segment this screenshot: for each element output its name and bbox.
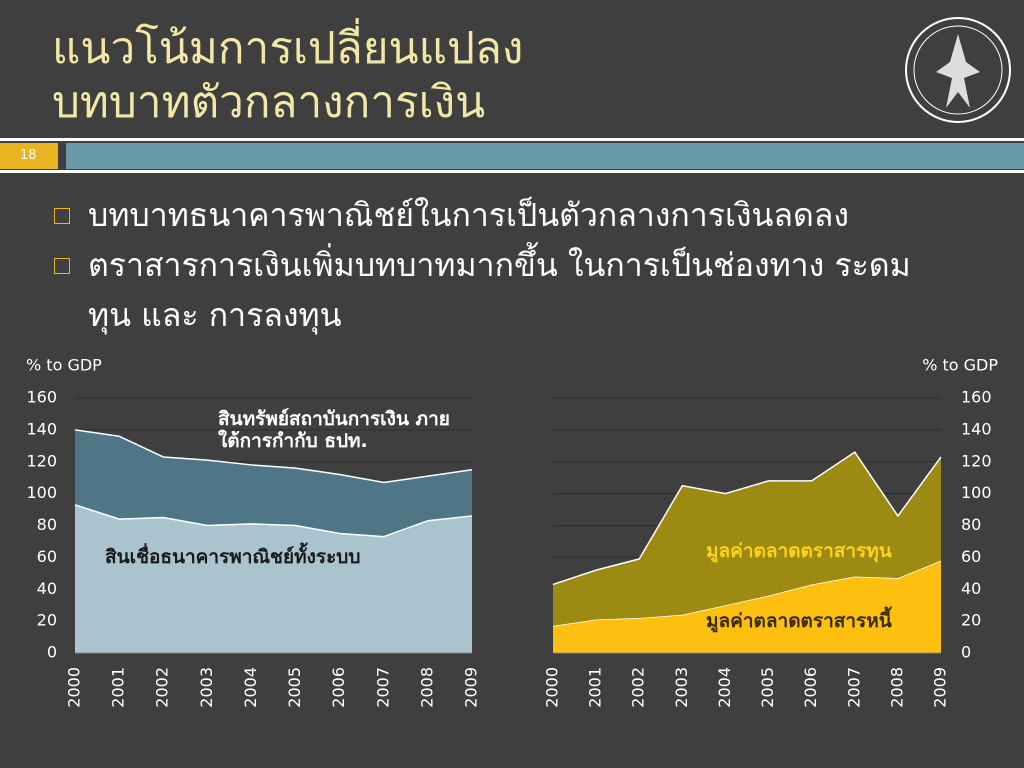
title-line: แนวโน้มการเปลี่ยนแปลง bbox=[52, 23, 524, 74]
rule bbox=[0, 170, 1024, 173]
area bbox=[553, 560, 941, 653]
y-tick-label: 20 bbox=[961, 611, 981, 630]
y-tick-label: 60 bbox=[961, 547, 981, 566]
title-line: บทบาทตัวกลางการเงิน bbox=[52, 77, 486, 128]
logo bbox=[905, 17, 1011, 123]
x-tick-label: 2009 bbox=[931, 667, 950, 708]
y-tick-label: 60 bbox=[37, 547, 57, 566]
x-tick-label: 2006 bbox=[329, 667, 348, 708]
y-tick-label: 140 bbox=[961, 419, 992, 438]
x-tick-label: 2004 bbox=[241, 667, 260, 708]
y-tick-label: 100 bbox=[26, 483, 57, 502]
area-edge bbox=[74, 504, 473, 538]
bullet: ตราสารการเงินเพิ่มบทบาทมากขึ้น ในการเป็น… bbox=[50, 240, 930, 340]
y-tick-label: 20 bbox=[37, 611, 57, 630]
x-tick-label: 2001 bbox=[586, 667, 605, 708]
y-axis-label: % to GDP bbox=[922, 356, 998, 375]
x-tick-label: 2001 bbox=[109, 667, 128, 708]
y-tick-label: 120 bbox=[26, 451, 57, 470]
bullet: บทบาทธนาคารพาณิชย์ในการเป็นตัวกลางการเงิ… bbox=[50, 190, 930, 240]
x-tick-label: 2006 bbox=[801, 667, 820, 708]
series-label: สินทรัพย์สถาบันการเงิน ภายใต้การกำกับ ธป… bbox=[218, 408, 450, 452]
y-tick-label: 80 bbox=[961, 515, 981, 534]
area bbox=[75, 504, 472, 653]
y-tick-label: 160 bbox=[961, 388, 992, 407]
slide-number: 18 bbox=[0, 143, 58, 169]
y-tick-label: 0 bbox=[961, 643, 971, 662]
y-tick-label: 0 bbox=[47, 643, 57, 662]
y-tick-label: 80 bbox=[37, 515, 57, 534]
x-tick-label: 2002 bbox=[629, 667, 648, 708]
area-edge bbox=[552, 451, 942, 586]
x-tick-label: 2008 bbox=[417, 667, 436, 708]
x-tick-label: 2004 bbox=[715, 667, 734, 708]
y-tick-label: 40 bbox=[37, 579, 57, 598]
x-tick-label: 2003 bbox=[197, 667, 216, 708]
y-tick-label: 120 bbox=[961, 451, 992, 470]
x-tick-label: 2003 bbox=[672, 667, 691, 708]
bullet-list: บทบาทธนาคารพาณิชย์ในการเป็นตัวกลางการเงิ… bbox=[50, 190, 930, 340]
header-bar bbox=[66, 143, 1024, 169]
area-edge bbox=[74, 429, 473, 484]
x-tick-label: 2002 bbox=[153, 667, 172, 708]
slide-title: แนวโน้มการเปลี่ยนแปลง บทบาทตัวกลางการเงิ… bbox=[52, 22, 523, 130]
series-label: มูลค่าตลาดตราสารหนี้ bbox=[706, 610, 892, 632]
y-tick-label: 160 bbox=[26, 388, 57, 407]
x-tick-label: 2007 bbox=[844, 667, 863, 708]
x-tick-label: 2008 bbox=[887, 667, 906, 708]
x-tick-label: 2005 bbox=[758, 667, 777, 708]
x-tick-label: 2007 bbox=[373, 667, 392, 708]
area bbox=[553, 452, 941, 626]
y-tick-label: 40 bbox=[961, 579, 981, 598]
x-tick-label: 2000 bbox=[65, 667, 84, 708]
x-tick-label: 2000 bbox=[543, 667, 562, 708]
y-tick-label: 100 bbox=[961, 483, 992, 502]
y-tick-label: 140 bbox=[26, 419, 57, 438]
x-tick-label: 2009 bbox=[462, 667, 481, 708]
series-label: สินเชื่อธนาคารพาณิชย์ทั้งระบบ bbox=[105, 546, 361, 568]
series-label: มูลค่าตลาดตราสารทุน bbox=[706, 540, 892, 562]
rule bbox=[0, 138, 1024, 141]
x-tick-label: 2005 bbox=[285, 667, 304, 708]
y-axis-label: % to GDP bbox=[26, 356, 102, 375]
